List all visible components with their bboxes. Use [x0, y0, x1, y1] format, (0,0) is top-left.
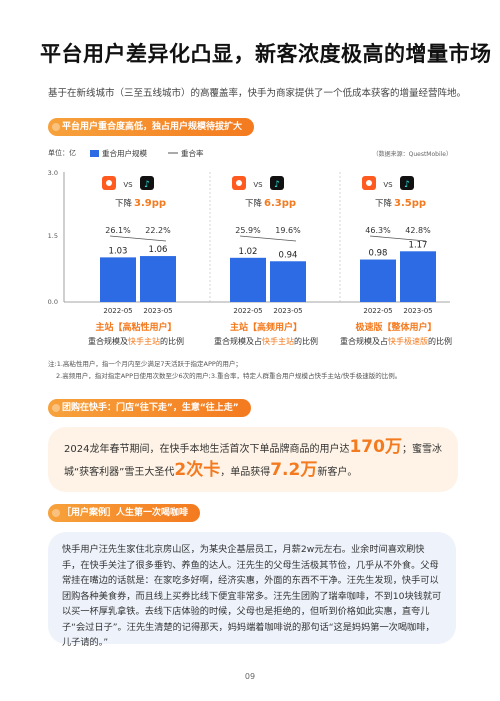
- section1-label-text: 平台用户重合度高低，独占用户规模待拔扩大: [62, 122, 243, 132]
- caption-part: 重合规模及: [88, 336, 128, 346]
- callout-number: 170万: [349, 437, 402, 457]
- caption-part: 的比例: [160, 336, 184, 346]
- legend-line-label: 重合率: [181, 148, 204, 158]
- page-number: 09: [244, 672, 256, 681]
- bar-value-label: 0.94: [279, 250, 298, 260]
- caption-part: 重合规模及占: [340, 336, 388, 346]
- bar: [270, 261, 306, 302]
- group-caption-title: 主站【高频用户】: [230, 321, 302, 333]
- x-tick-label: 2023-05: [403, 307, 432, 315]
- rate-label: 26.1%: [105, 226, 131, 235]
- legend-bar-swatch: [90, 150, 99, 157]
- group-caption-title: 极速版【整体用户】: [355, 321, 436, 333]
- change-label: 下降: [115, 198, 133, 209]
- rate-label: 25.9%: [235, 226, 261, 235]
- section3-label-text: ［用户案例］人生第一次喝咖啡: [62, 508, 189, 518]
- kuaishou-logo-mark: [236, 180, 242, 186]
- section1-label: 平台用户重合度高低，独占用户规模待拔扩大: [48, 118, 255, 136]
- y-tick-label: 3.0: [48, 169, 58, 177]
- change-value: 6.3pp: [264, 198, 296, 209]
- change-value: 3.5pp: [394, 198, 426, 209]
- page-title: 平台用户差异化凸显，新客浓度极高的增量市场: [40, 42, 492, 66]
- kuaishou-logo-mark: [366, 180, 372, 186]
- rate-line: [239, 235, 297, 242]
- vs-label: VS: [383, 181, 393, 189]
- y-tick-label: 1.5: [48, 232, 58, 240]
- vs-label: VS: [253, 181, 263, 189]
- caption-part: 的比例: [294, 336, 318, 346]
- bar-value-label: 0.98: [369, 249, 388, 259]
- bar-value-label: 1.17: [409, 240, 428, 250]
- caption-part: 的比例: [428, 336, 452, 346]
- caption-part: 快手主站: [262, 336, 294, 346]
- groupbuy-callout: 2024龙年春节期间，在快手本地生活首次下单品牌商品的用户达170万；蜜雪冰城“…: [48, 427, 458, 492]
- bar: [140, 256, 176, 302]
- bar: [400, 251, 436, 302]
- pill-dot-icon: [52, 123, 60, 131]
- intro-text: 基于在新线城市（三至五线城市）的高覆盖率，快手为商家提供了一个低成本获客的增量经…: [48, 88, 467, 99]
- rate-label: 22.2%: [145, 226, 171, 235]
- rate-line: [369, 235, 427, 242]
- callout-number: 7.2万: [270, 460, 318, 480]
- group-caption: 重合规模及快手主站的比例: [88, 336, 184, 346]
- bar: [100, 257, 136, 302]
- rate-label: 42.8%: [405, 226, 431, 235]
- section2-label: 团购在快手：门店“往下走”，生意“往上走”: [48, 399, 251, 417]
- caption-part: 重合规模及占: [214, 336, 262, 346]
- vs-label: VS: [123, 181, 133, 189]
- note-line-2: 2.高频用户，指对指定APP日使用次数至少6次的用户;3.重合率，特定人群重合用…: [56, 372, 402, 380]
- chart-notes: 注:1.高粘性用户，指一个月内至少满足7天活跃于指定APP的用户； 2.高频用户…: [48, 358, 468, 382]
- bar-value-label: 1.06: [149, 245, 168, 255]
- change-value: 3.9pp: [134, 198, 166, 209]
- group-caption: 重合规模及占快手极速版的比例: [340, 336, 452, 346]
- x-tick-label: 2023-05: [143, 307, 172, 315]
- pill-dot-icon: [52, 509, 60, 517]
- bar: [230, 257, 266, 302]
- rate-label: 46.3%: [365, 226, 391, 235]
- group-caption: 重合规模及占快手主站的比例: [214, 336, 318, 346]
- caption-part: 快手主站: [128, 336, 160, 346]
- x-tick-label: 2022-05: [233, 307, 262, 315]
- x-tick-label: 2022-05: [103, 307, 132, 315]
- bar-value-label: 1.02: [239, 247, 258, 257]
- section3-label: ［用户案例］人生第一次喝咖啡: [48, 504, 201, 522]
- kuaishou-logo-mark: [106, 180, 112, 186]
- callout-text: 新客户。: [317, 467, 358, 478]
- change-label: 下降: [245, 198, 263, 209]
- group-caption-title: 主站【高粘性用户】: [95, 321, 176, 333]
- callout-number: 2次卡: [174, 460, 221, 480]
- x-tick-label: 2022-05: [363, 307, 392, 315]
- callout-text: ，单品获得: [220, 467, 271, 478]
- data-source: （数据来源：QuestMobile）: [373, 150, 452, 158]
- bar: [360, 259, 396, 302]
- caption-part: 快手极速版: [388, 336, 428, 346]
- legend-bar-label: 重合用户规模: [102, 148, 147, 158]
- overlap-chart: 单位：亿 重合用户规模 重合率 （数据来源：QuestMobile） 3.0 1…: [48, 148, 452, 346]
- unit-label: 单位：亿: [48, 148, 76, 157]
- douyin-logo-icon: [140, 176, 154, 190]
- y-tick-label: 0.0: [48, 298, 58, 306]
- douyin-logo-mark: ♪: [274, 180, 280, 190]
- change-label: 下降: [375, 198, 393, 209]
- douyin-logo-icon: [400, 176, 414, 190]
- douyin-logo-icon: [270, 176, 284, 190]
- x-tick-label: 2023-05: [273, 307, 302, 315]
- bar-value-label: 1.03: [109, 246, 128, 256]
- callout-text: 2024龙年春节期间，在快手本地生活首次下单品牌商品的用户达: [64, 444, 350, 455]
- note-line-1: 注:1.高粘性用户，指一个月内至少满足7天活跃于指定APP的用户；: [48, 360, 242, 368]
- callout-text: ；蜜雪冰城“获客利器”雪王大圣代: [64, 444, 442, 478]
- douyin-logo-mark: ♪: [144, 180, 150, 190]
- pill-dot-icon: [52, 404, 60, 412]
- douyin-logo-mark: ♪: [404, 180, 410, 190]
- rate-line: [109, 235, 167, 242]
- rate-label: 19.6%: [275, 226, 301, 235]
- section2-label-text: 团购在快手：门店“往下走”，生意“往上走”: [62, 403, 239, 413]
- user-case-story: 快手用户汪先生家住北京房山区，为某央企基层员工，月薪2w元左右。业余时间喜欢刷快…: [48, 532, 456, 648]
